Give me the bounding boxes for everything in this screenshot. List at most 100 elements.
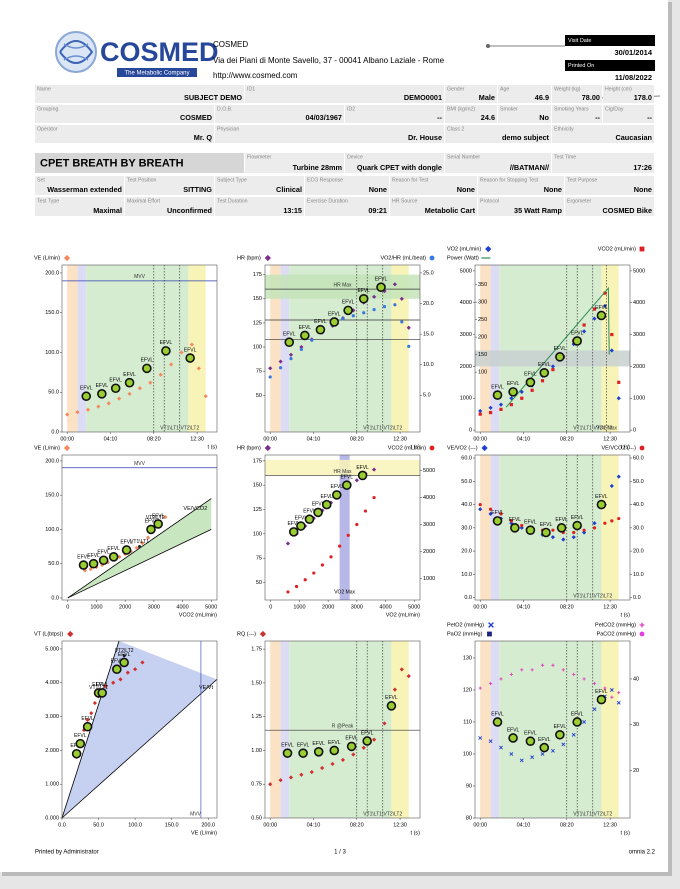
data-point — [561, 742, 566, 747]
y-tick-label: 175 — [253, 458, 262, 464]
data-point — [509, 396, 514, 401]
x-axis-label: t (s) — [621, 830, 631, 836]
zone — [86, 265, 189, 432]
zone — [280, 265, 290, 432]
info-value: Metabolic Cart — [425, 206, 476, 215]
efvl-label: EFVL — [96, 682, 109, 688]
data-point — [268, 375, 272, 379]
y2-tick-label: 30 — [633, 722, 639, 728]
info-label: Reason for Stopping Test — [480, 177, 539, 183]
info-value: Caucasian — [615, 133, 652, 142]
data-point — [125, 670, 130, 675]
series-line — [505, 286, 610, 408]
y-tick-label-right: 3000 — [633, 332, 645, 338]
efvl-marker — [343, 305, 353, 316]
chart: VE/VtMVVVT1\LT1VT2\LT2EFVLEFVLEFVLEFVLEF… — [34, 630, 218, 836]
threshold-marker — [122, 654, 126, 658]
y-tick-label-right: 5000 — [633, 268, 645, 274]
efvl-marker — [525, 377, 536, 388]
threshold-label: VT1\LT1 — [130, 539, 149, 545]
plot-frame — [61, 640, 218, 819]
data-point — [179, 350, 184, 355]
x-tick-label: 04:10 — [517, 436, 531, 442]
data-point — [196, 366, 201, 371]
legend-label: HR (bpm) — [237, 445, 261, 451]
y2-tick-label: 150 — [478, 352, 487, 358]
v-line-label: MVV — [190, 811, 202, 817]
info-value: None — [457, 185, 475, 194]
x-tick-label: 08:20 — [560, 436, 574, 442]
info-value: None — [544, 185, 562, 194]
data-point — [354, 478, 359, 483]
efvl-label: EFVL — [77, 554, 90, 560]
efvl-marker — [596, 310, 607, 321]
info-value: SUBJECT DEMO — [184, 93, 242, 102]
data-point — [372, 737, 377, 742]
info-cell — [478, 176, 564, 195]
h-line-label: MVV — [134, 274, 146, 280]
data-point — [372, 495, 376, 500]
efvl-label: EFVL — [92, 682, 105, 688]
efvl-marker — [525, 736, 536, 746]
efvl-label: EFVL — [554, 346, 567, 352]
legend-label: VE (L/min) — [34, 255, 60, 261]
info-label: BMI (kg/m2) — [447, 106, 476, 112]
info-cell — [305, 197, 389, 216]
zone-label: VO2 Max — [334, 589, 355, 595]
x-tick-label: 04:10 — [517, 822, 531, 828]
h-line-label: MVV — [134, 461, 146, 467]
ref-line-label: VE/VCO2 — [183, 506, 207, 512]
footer-printed-by: Printed by Administrator — [35, 850, 99, 856]
x-axis-label: t (s) — [621, 444, 631, 450]
data-point — [309, 769, 314, 775]
legend-marker — [63, 444, 71, 452]
efvl-label: EFVL — [375, 277, 388, 283]
zone — [391, 641, 409, 818]
legend-marker — [639, 622, 645, 628]
x-tick-label: 00:00 — [473, 436, 487, 442]
y-tick-label-right: 0.0 — [633, 595, 641, 601]
y-tick-label: 50.0 — [461, 479, 472, 485]
y-tick-label: 75 — [256, 369, 262, 375]
data-point — [118, 677, 123, 682]
info-value: 35 Watt Ramp — [514, 206, 563, 215]
y-tick-label: 50 — [256, 580, 262, 586]
legend-label: VT (L(btps)) — [34, 631, 63, 637]
info-value: 24.6 — [481, 113, 495, 122]
y2-tick-label: 10.0 — [423, 362, 434, 368]
y-tick-label: 0.0 — [51, 429, 59, 435]
data-point — [329, 555, 333, 559]
data-point — [488, 681, 493, 686]
info-value: //BATMAN// — [510, 163, 549, 172]
zone — [499, 641, 602, 818]
y-tick-label-right: 40.0 — [633, 502, 644, 508]
x-tick-label: 12:30 — [393, 436, 407, 442]
legend-label: HR (bpm) — [237, 255, 261, 261]
plot-frame — [264, 264, 421, 433]
efvl-marker — [555, 352, 565, 362]
efvl-label: EFVL — [571, 711, 584, 717]
data-point — [361, 745, 366, 750]
efvl-marker — [142, 363, 152, 374]
data-point — [561, 537, 566, 542]
data-point — [363, 509, 368, 513]
info-cell — [125, 176, 214, 195]
efvl-label: EFVL — [283, 332, 296, 338]
y-tick-label: 5.000 — [45, 646, 59, 652]
data-point — [351, 752, 356, 757]
data-point — [382, 304, 387, 309]
y-tick-label: 90 — [466, 783, 472, 789]
data-point — [498, 402, 504, 407]
info-cell — [552, 105, 602, 123]
efvl-marker — [492, 516, 503, 526]
y-tick-label-right: 2000 — [633, 364, 645, 370]
y-tick-label: 10.0 — [461, 572, 472, 578]
data-point — [399, 667, 404, 672]
data-point — [310, 338, 314, 342]
data-point — [117, 396, 122, 401]
data-point — [89, 711, 94, 716]
data-point — [478, 502, 482, 507]
